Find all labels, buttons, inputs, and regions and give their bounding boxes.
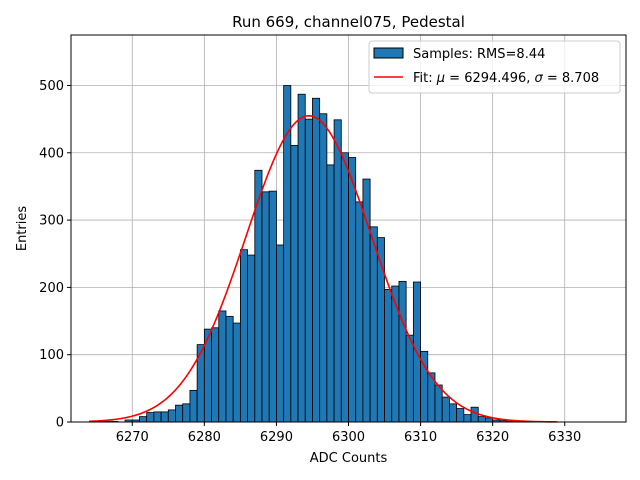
x-tick-label: 6290 [260, 430, 293, 445]
legend-fit-label: Fit: μ = 6294.496, σ = 8.708 [413, 71, 599, 86]
histogram-bar [405, 334, 414, 423]
histogram-bar [153, 411, 162, 423]
histogram-bar [239, 249, 248, 423]
histogram-bar [319, 113, 328, 423]
histogram-bar [333, 119, 342, 423]
histogram-bar [326, 164, 335, 423]
y-tick-label: 100 [39, 348, 64, 363]
x-tick-label: 6300 [332, 430, 365, 445]
histogram-bar [146, 412, 155, 423]
histogram-bar [182, 403, 191, 423]
histogram-bar [218, 310, 227, 423]
x-tick-label: 6330 [548, 430, 581, 445]
histogram-bar [304, 118, 313, 423]
histogram-bar [232, 322, 241, 423]
histogram-bar [463, 414, 472, 423]
x-tick-label: 6280 [188, 430, 221, 445]
histogram-bar [449, 403, 458, 423]
histogram-bar [470, 406, 479, 423]
histogram-bar [247, 254, 256, 423]
x-tick-label: 6320 [476, 430, 509, 445]
x-tick-label: 6270 [116, 430, 149, 445]
histogram-bar [297, 93, 306, 423]
y-tick-label: 500 [39, 79, 64, 94]
histogram-bar [456, 408, 465, 423]
histogram-bar [268, 190, 277, 423]
legend-box [368, 40, 621, 94]
fit-curve [88, 114, 558, 423]
histogram-bar [391, 285, 400, 423]
y-tick-label: 400 [39, 146, 64, 161]
histogram-bar [348, 157, 357, 423]
histogram-bar [398, 280, 407, 423]
y-tick-label: 0 [56, 416, 64, 431]
x-tick-label: 6310 [404, 430, 437, 445]
x-axis-label: ADC Counts [310, 451, 388, 466]
y-tick-label: 200 [39, 281, 64, 296]
histogram-bar [167, 409, 176, 423]
histogram-bar [340, 152, 349, 423]
axis-ticks: 6270 6280 6290 6300 6310 6320 6330 0 100 200 300 40… [39, 79, 581, 445]
legend-histogram-swatch [373, 47, 404, 59]
y-tick-label: 300 [39, 214, 64, 229]
legend: Samples: RMS=8.44 Fit: μ = 6294.496, σ =… [368, 40, 621, 94]
histogram-bar [283, 85, 292, 423]
histogram-bar [477, 416, 486, 423]
chart-title: Run 669, channel075, Pedestal [232, 13, 465, 31]
histogram-bars [103, 85, 522, 423]
histogram-bar [312, 97, 321, 423]
y-axis-label: Entries [15, 206, 30, 252]
histogram-bar [139, 416, 148, 423]
histogram-bar [276, 244, 285, 423]
legend-histogram-label: Samples: RMS=8.44 [413, 47, 545, 62]
histogram-bar [434, 384, 443, 423]
histogram-bar [261, 191, 270, 423]
histogram-bar [384, 289, 393, 423]
histogram-bar [175, 404, 184, 423]
histogram-bar [225, 315, 234, 423]
histogram-bar [160, 411, 169, 423]
histogram-bar [355, 201, 364, 423]
histogram-bar [485, 417, 494, 423]
histogram-bar [189, 389, 198, 423]
histogram-bar [290, 144, 299, 423]
histogram-bar [211, 327, 220, 423]
histogram-bar [441, 396, 450, 423]
histogram-bar [369, 226, 378, 423]
